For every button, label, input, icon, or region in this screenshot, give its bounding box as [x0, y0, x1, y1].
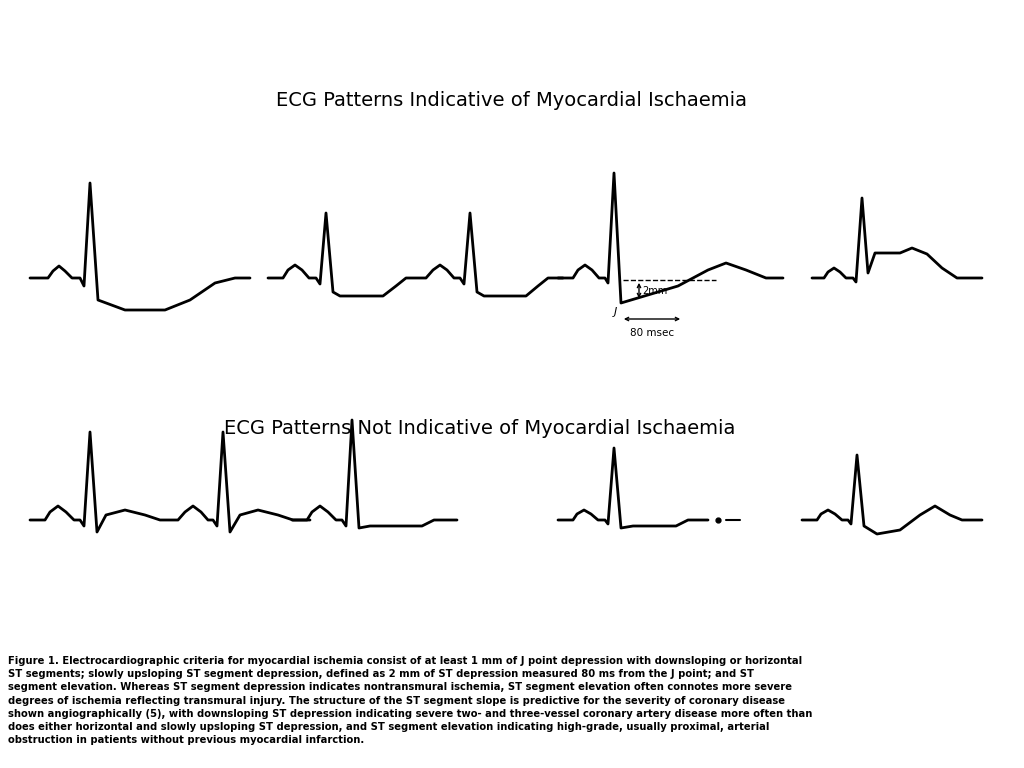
Text: ECG Patterns Not Indicative of Myocardial Ischaemia: ECG Patterns Not Indicative of Myocardia…	[224, 419, 735, 438]
Text: shown angiographically (5), with downsloping ST depression indicating severe two: shown angiographically (5), with downslo…	[8, 709, 812, 719]
Text: obstruction in patients without previous myocardial infarction.: obstruction in patients without previous…	[8, 735, 365, 745]
Text: segment elevation. Whereas ST segment depression indicates nontransmural ischemi: segment elevation. Whereas ST segment de…	[8, 683, 792, 693]
Text: 2mm: 2mm	[642, 286, 668, 296]
Text: Figure 1. Electrocardiographic criteria for myocardial ischemia consist of at le: Figure 1. Electrocardiographic criteria …	[8, 656, 802, 666]
Text: degrees of ischemia reflecting transmural injury. The structure of the ST segmen: degrees of ischemia reflecting transmura…	[8, 696, 785, 706]
Text: ECG Patterns Indicative of Myocardial Ischaemia: ECG Patterns Indicative of Myocardial Is…	[276, 91, 748, 110]
Text: J: J	[613, 307, 616, 317]
Text: ST segments; slowly upsloping ST segment depression, defined as 2 mm of ST depre: ST segments; slowly upsloping ST segment…	[8, 669, 754, 679]
Text: does either horizontal and slowly upsloping ST depression, and ST segment elevat: does either horizontal and slowly upslop…	[8, 722, 769, 732]
Text: 80 msec: 80 msec	[630, 328, 674, 338]
